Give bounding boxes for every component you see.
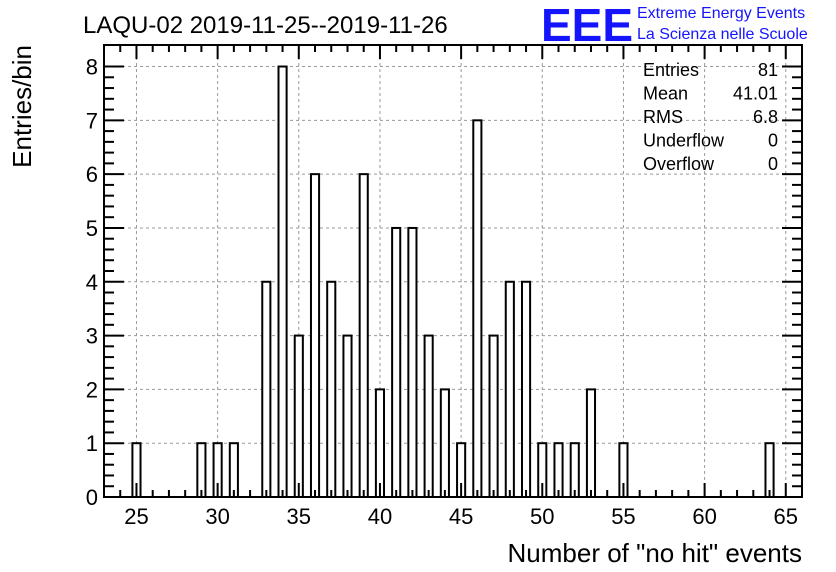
- bar-48: [504, 280, 515, 498]
- y-tick-label-3: 3: [86, 324, 98, 349]
- x-axis-label: Number of "no hit" events: [508, 538, 803, 568]
- x-tick-label-65: 65: [774, 504, 798, 529]
- bar-49: [520, 280, 532, 498]
- x-tick-label-55: 55: [611, 504, 635, 529]
- stats-label-underflow: Underflow: [643, 131, 725, 151]
- bar-31: [228, 442, 239, 499]
- stats-box: Entries 81 Mean 41.01 RMS 6.8 Underflow 0 Overfl…: [643, 60, 778, 174]
- stats-label-mean: Mean: [643, 84, 688, 104]
- x-tick-label-60: 60: [692, 504, 716, 529]
- stats-value-rms: 6.8: [753, 107, 778, 127]
- bar-52: [569, 442, 580, 499]
- bar-42: [407, 226, 418, 498]
- eee-logo: EEE Extreme Energy Events La Scienza nel…: [541, 0, 808, 51]
- bar-41: [391, 226, 402, 498]
- bar-47: [488, 334, 499, 499]
- bars: [131, 65, 775, 499]
- y-tick-label-8: 8: [86, 55, 98, 80]
- y-tick-label-5: 5: [86, 216, 98, 241]
- x-tick-label-25: 25: [124, 504, 148, 529]
- x-tick-labels: 25 30 35 40 45 50 55 60 65: [124, 504, 798, 529]
- y-tick-label-2: 2: [86, 377, 98, 402]
- logo-line-2: La Scienza nelle Scuole: [637, 26, 808, 43]
- x-tick-label-45: 45: [449, 504, 473, 529]
- bar-33: [261, 280, 272, 498]
- bar-34: [277, 65, 288, 499]
- bar-35: [293, 334, 304, 499]
- bar-38: [342, 334, 353, 499]
- x-tick-label-35: 35: [287, 504, 311, 529]
- bar-37: [326, 280, 337, 498]
- chart-title: LAQU-02 2019-11-25--2019-11-26: [83, 12, 448, 39]
- stats-label-overflow: Overflow: [643, 154, 715, 174]
- stats-value-underflow: 0: [768, 131, 778, 151]
- bar-53: [585, 388, 597, 498]
- bar-36: [309, 173, 321, 498]
- axis-ticks: [103, 45, 803, 498]
- bar-44: [439, 388, 450, 498]
- stats-value-overflow: 0: [768, 154, 778, 174]
- y-tick-labels: 0 1 2 3 4 5 6 7 8: [86, 55, 98, 510]
- bar-39: [358, 173, 369, 498]
- y-tick-label-6: 6: [86, 162, 98, 187]
- y-tick-label-0: 0: [86, 485, 98, 510]
- stats-value-mean: 41.01: [733, 84, 778, 104]
- plot-frame: [103, 44, 803, 498]
- logo-mark: EEE: [541, 0, 633, 51]
- x-tick-label-40: 40: [368, 504, 392, 529]
- x-tick-label-50: 50: [530, 504, 554, 529]
- stats-label-rms: RMS: [643, 107, 683, 127]
- bar-46: [472, 119, 483, 498]
- grid: [104, 45, 802, 497]
- bar-29: [196, 442, 207, 499]
- y-tick-label-1: 1: [86, 431, 98, 456]
- bar-43: [423, 334, 434, 499]
- x-tick-label-30: 30: [205, 504, 229, 529]
- y-axis-label: Entries/bin: [7, 45, 37, 168]
- stats-value-entries: 81: [758, 60, 778, 80]
- bar-64: [764, 442, 775, 499]
- y-tick-label-7: 7: [86, 108, 98, 133]
- stats-label-entries: Entries: [643, 60, 699, 80]
- bar-51: [553, 442, 564, 499]
- y-tick-label-4: 4: [86, 270, 98, 295]
- logo-line-1: Extreme Energy Events: [637, 5, 805, 22]
- bar-40: [374, 388, 386, 498]
